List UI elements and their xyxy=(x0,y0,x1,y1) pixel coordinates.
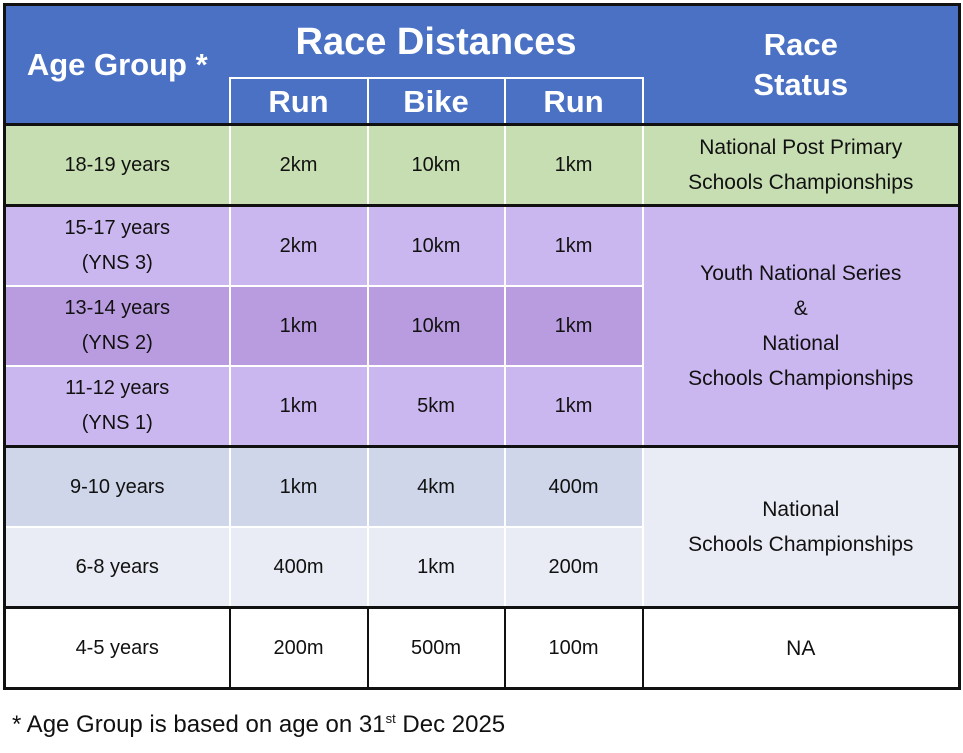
race-table: Age Group * Race Distances Race Status Ru… xyxy=(3,3,962,690)
header-line: Status xyxy=(753,66,849,102)
status-line: Youth National Series xyxy=(700,262,902,285)
table-row: 13-14 years (YNS 2) 1km 10km 1km xyxy=(3,285,960,367)
age-cell: 15-17 years (YNS 3) xyxy=(3,204,231,287)
age-line: 11-12 years xyxy=(65,377,170,399)
table-row: 15-17 years (YNS 3) 2km 10km 1km Youth Nation… xyxy=(3,204,961,448)
race-distances-header: Race Distances xyxy=(229,4,643,78)
status-line: & xyxy=(793,297,808,320)
distance-cell: 400m xyxy=(503,445,644,528)
distance-cell: 400m xyxy=(228,526,369,609)
status-cell: NA xyxy=(641,606,961,690)
distance-cell: 10km xyxy=(366,204,506,287)
table-row: 9-10 years 1km 4km 400m National Schools Cham… xyxy=(3,445,961,609)
table-row: 11-12 years (YNS 1) 1km 5km 1km xyxy=(3,365,960,448)
age-line: (YNS 3) xyxy=(81,252,153,274)
header-line: Race xyxy=(763,26,838,62)
table-row: 18-19 years 2km 10km 1km National Post Prima… xyxy=(3,123,961,207)
age-cell: 4-5 years xyxy=(3,606,231,690)
status-line: National xyxy=(762,498,840,521)
table-row: 4-5 years 200m 500m 100m NA xyxy=(3,606,961,690)
distance-cell: 1km xyxy=(228,365,369,448)
age-line: 15-17 years xyxy=(64,217,171,239)
age-line: 4-5 years xyxy=(75,636,159,659)
distance-cell: 10km xyxy=(366,123,506,207)
distance-cell: 200m xyxy=(503,526,644,609)
age-line: 13-14 years xyxy=(64,297,171,319)
distance-cell: 100m xyxy=(503,606,644,690)
status-line: National xyxy=(762,332,840,355)
distance-cell: 1km xyxy=(503,285,644,367)
distance-cell: 1km xyxy=(503,123,644,207)
leg-header: Run xyxy=(228,77,369,125)
status-cell: National Post Primary Schools Championshi… xyxy=(641,123,961,207)
status-line: Schools Championships xyxy=(688,533,914,556)
distance-cell: 1km xyxy=(366,526,506,609)
footnote-text: Dec 2025 xyxy=(395,711,506,738)
status-line: National Post Primary xyxy=(699,136,903,159)
leg-header: Bike xyxy=(366,77,506,125)
age-line: (YNS 2) xyxy=(81,332,153,354)
distance-cell: 1km xyxy=(228,445,369,528)
age-cell: 13-14 years (YNS 2) xyxy=(3,285,231,367)
distance-cell: 10km xyxy=(366,285,506,367)
footnote-text: * Age Group is based on age on 31 xyxy=(12,711,386,738)
status-line: NA xyxy=(786,636,816,660)
age-line: (YNS 1) xyxy=(81,412,153,434)
distance-cell: 5km xyxy=(366,365,506,448)
distance-cell: 4km xyxy=(366,445,506,528)
table-row: 6-8 years 400m 1km 200m xyxy=(3,526,960,609)
age-cell: 9-10 years xyxy=(3,445,231,528)
distance-cell: 2km xyxy=(228,204,369,287)
distance-cell: 1km xyxy=(503,365,644,448)
distance-cell: 200m xyxy=(228,606,369,690)
footnote: * Age Group is based on age on 31st Dec … xyxy=(12,711,505,739)
status-cell: Youth National Series & National Schools Ch… xyxy=(641,204,961,448)
age-cell: 11-12 years (YNS 1) xyxy=(3,365,231,448)
age-line: 6-8 years xyxy=(75,555,159,578)
age-cell: 18-19 years xyxy=(3,123,231,207)
age-line: 9-10 years xyxy=(70,475,165,498)
distance-cell: 1km xyxy=(228,285,369,367)
status-line: Schools Championships xyxy=(688,367,914,390)
age-cell: 6-8 years xyxy=(3,526,231,609)
distance-cell: 1km xyxy=(503,204,644,287)
distance-cell: 2km xyxy=(228,123,369,207)
race-status-header: Race Status xyxy=(642,4,960,125)
status-cell: National Schools Championships xyxy=(641,445,961,609)
leg-header: Run xyxy=(503,77,644,125)
status-line: Schools Championships xyxy=(688,171,914,194)
age-group-header: Age Group * xyxy=(4,4,230,125)
distance-cell: 500m xyxy=(366,606,506,690)
footnote-superscript: st xyxy=(385,711,396,726)
age-line: 18-19 years xyxy=(64,153,171,176)
